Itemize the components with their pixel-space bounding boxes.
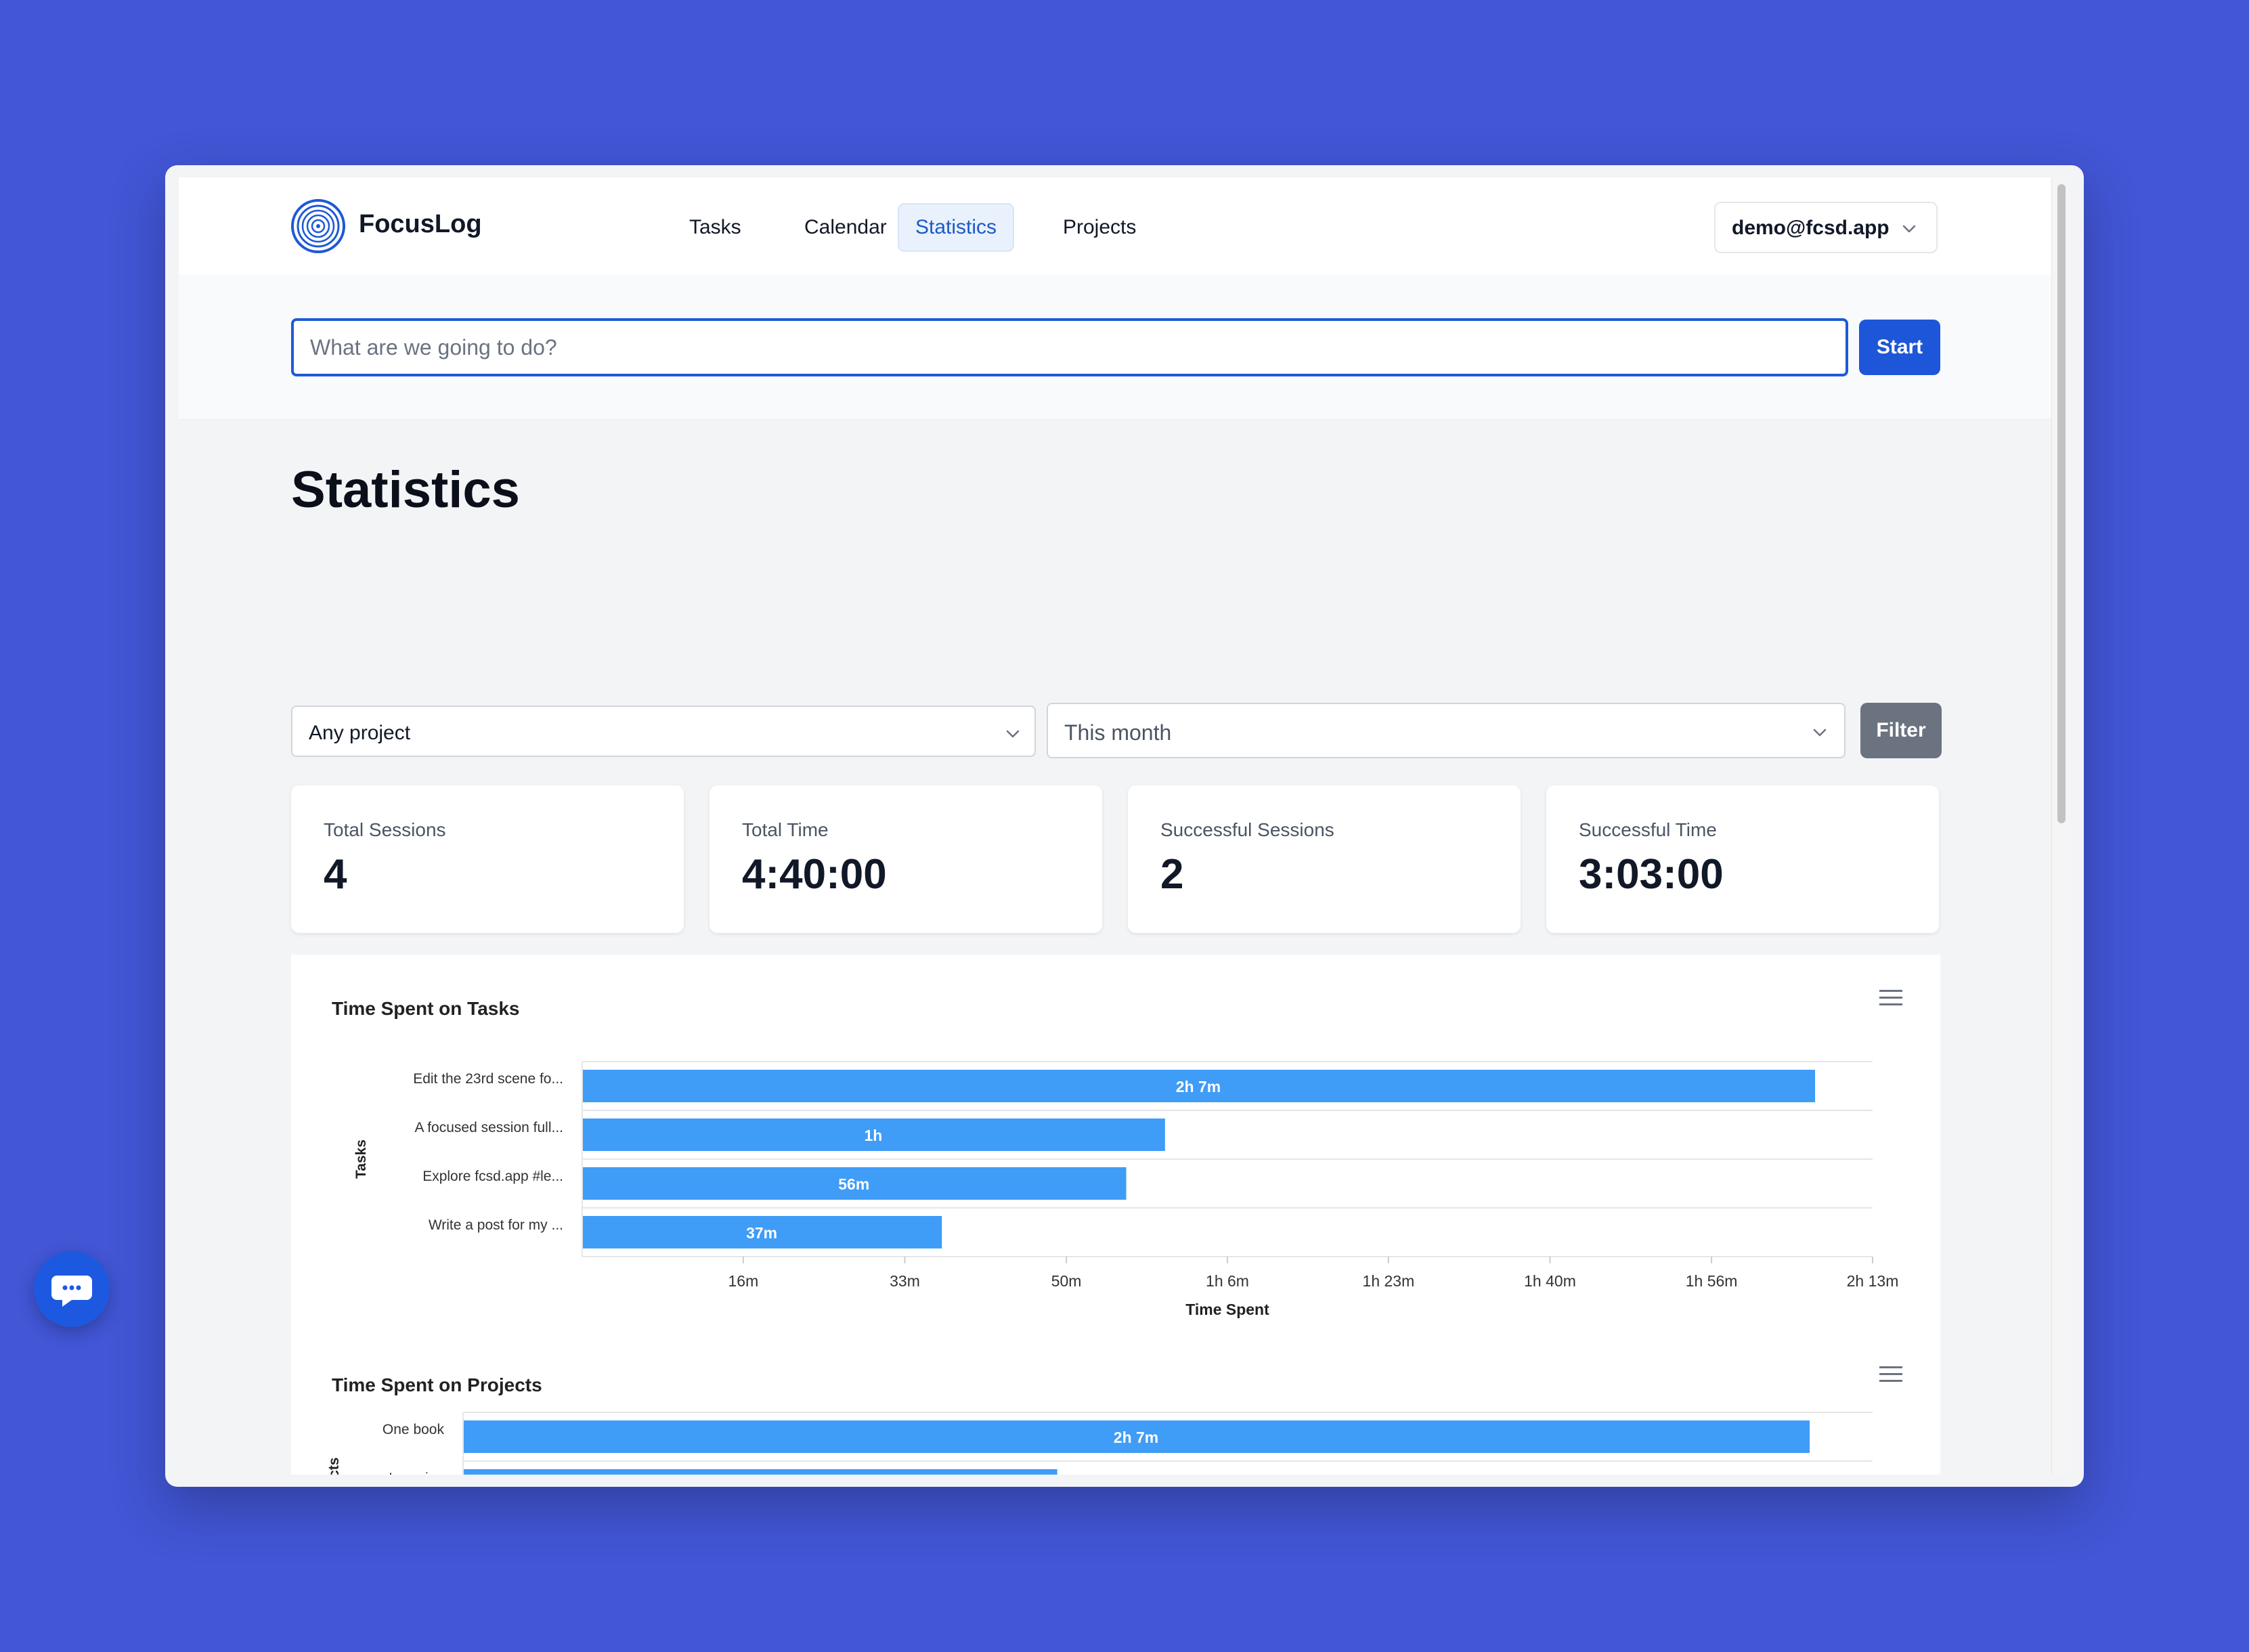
user-email: demo@fcsd.app: [1732, 217, 1890, 239]
nav-tasks[interactable]: Tasks: [689, 216, 741, 238]
task-input[interactable]: [291, 318, 1848, 376]
projects-chart-category-label: Learning: [389, 1471, 444, 1475]
tasks-chart-bar: [583, 1118, 1165, 1151]
stat-value: 2: [1160, 851, 1184, 898]
tasks-chart-y-axis-title: Tasks: [353, 1139, 369, 1179]
projects-chart-title: Time Spent on Projects: [332, 1374, 542, 1395]
stat-card-total-time: Total Time 4:40:00: [709, 785, 1102, 933]
chevron-down-icon: [1813, 729, 1827, 737]
projects-chart-data-label: 2h 7m: [1114, 1429, 1158, 1446]
projects-chart-menu-icon[interactable]: [1879, 1366, 1902, 1383]
tasks-chart-x-axis-title: Time Spent: [1185, 1301, 1269, 1318]
chevron-down-icon: [1006, 730, 1020, 738]
tasks-chart-bar: [583, 1070, 1816, 1102]
browser-window: FocusLog Tasks Calendar Statistics Proje…: [165, 165, 2084, 1487]
tasks-chart-x-tick-label: 50m: [1051, 1272, 1082, 1290]
stat-label: Total Sessions: [324, 819, 446, 840]
project-select-value: Any project: [309, 722, 411, 744]
tasks-bar-chart: 16m 33m 50m 1h 6m 1h 23m 1h 40m 1h 56m 2h 13m Ed…: [353, 1061, 1899, 1318]
tasks-chart-data-label: 2h 7m: [1176, 1078, 1221, 1095]
brand-name[interactable]: FocusLog: [359, 210, 482, 238]
chat-button[interactable]: [34, 1251, 110, 1327]
nav-statistics[interactable]: Statistics: [898, 203, 1015, 252]
tasks-chart-x-tick-label: 33m: [890, 1272, 920, 1290]
project-select[interactable]: Any project: [291, 705, 1036, 757]
top-navigation: FocusLog Tasks Calendar Statistics Proje…: [179, 177, 2051, 275]
tasks-chart-x-tick-label: 16m: [728, 1272, 759, 1290]
stat-label: Total Time: [742, 819, 829, 840]
tasks-chart-x-tick-label: 1h 6m: [1206, 1272, 1249, 1290]
page-title: Statistics: [291, 461, 520, 519]
stat-value: 4: [324, 851, 347, 898]
tasks-chart-menu-icon[interactable]: [1879, 990, 1902, 1006]
projects-chart-bar: [464, 1420, 1810, 1453]
tasks-chart-data-label: 1h: [865, 1127, 883, 1144]
tasks-chart-data-label: 37m: [746, 1224, 777, 1242]
tasks-chart-x-tick-label: 2h 13m: [1847, 1272, 1899, 1290]
stat-card-successful-time: Successful Time 3:03:00: [1546, 785, 1939, 933]
stat-value: 4:40:00: [742, 851, 887, 898]
stat-label: Successful Sessions: [1160, 819, 1334, 840]
tasks-chart-category-label: Write a post for my ...: [429, 1217, 563, 1233]
user-menu-button[interactable]: demo@fcsd.app: [1714, 202, 1938, 253]
stat-label: Successful Time: [1579, 819, 1717, 840]
tasks-chart-title: Time Spent on Tasks: [332, 998, 520, 1019]
chevron-down-icon: [1902, 225, 1916, 233]
tasks-chart-bar: [583, 1167, 1127, 1200]
projects-chart-bar: [464, 1469, 1057, 1475]
nav-calendar[interactable]: Calendar: [804, 216, 887, 238]
tasks-chart-x-tick-label: 1h 40m: [1524, 1272, 1576, 1290]
projects-chart-category-label: One book: [383, 1422, 445, 1437]
stat-card-successful-sessions: Successful Sessions 2: [1128, 785, 1521, 933]
stat-value: 3:03:00: [1579, 851, 1724, 898]
projects-chart-y-axis-title: Projects: [326, 1458, 342, 1475]
period-select[interactable]: This month: [1047, 703, 1846, 758]
focuslog-logo-icon[interactable]: [291, 199, 345, 253]
page-scrollbar[interactable]: [2051, 177, 2070, 1475]
nav-projects[interactable]: Projects: [1063, 216, 1137, 238]
tasks-chart-x-tick-label: 1h 23m: [1363, 1272, 1415, 1290]
app-frame: FocusLog Tasks Calendar Statistics Proje…: [179, 177, 2070, 1475]
chat-icon: [51, 1276, 92, 1307]
tasks-chart-category-label: A focused session full...: [415, 1120, 563, 1135]
tasks-chart-data-label: 56m: [838, 1175, 869, 1193]
tasks-chart-category-label: Edit the 23rd scene fo...: [413, 1071, 563, 1087]
tasks-chart-x-tick-label: 1h 56m: [1686, 1272, 1738, 1290]
period-select-value: This month: [1064, 720, 1172, 745]
start-button[interactable]: Start: [1859, 320, 1940, 375]
charts-card: Time Spent on Tasks 16m 33m 50m 1h 6m 1h 23m…: [291, 955, 1940, 1475]
tasks-chart-bar: [583, 1216, 942, 1248]
tasks-chart-category-label: Explore fcsd.app #le...: [422, 1169, 563, 1184]
stat-card-total-sessions: Total Sessions 4: [291, 785, 684, 933]
scrollbar-thumb[interactable]: [2057, 184, 2066, 823]
filter-button[interactable]: Filter: [1860, 703, 1942, 758]
